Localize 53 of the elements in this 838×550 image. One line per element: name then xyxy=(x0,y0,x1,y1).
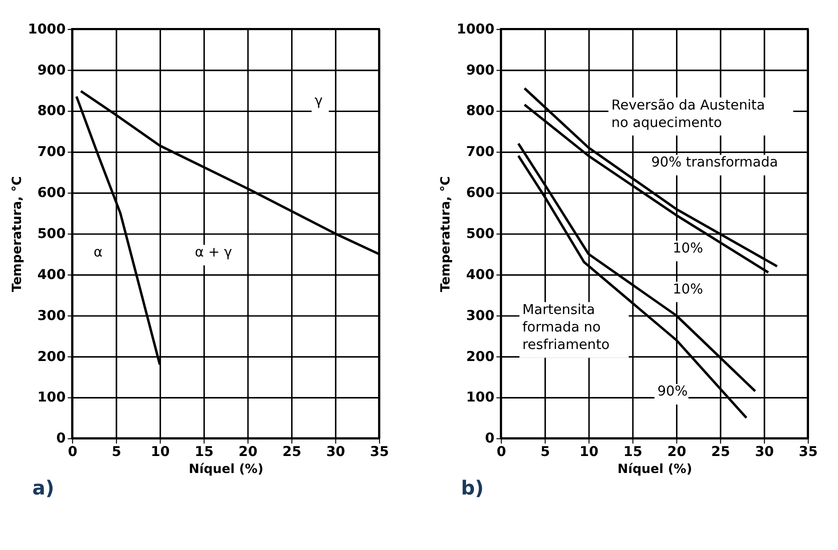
annotation: 90% transformada xyxy=(651,154,778,171)
x-axis-title: Níquel (%) xyxy=(618,460,692,476)
annotation: 10% xyxy=(672,240,704,256)
x-tick-label: 35 xyxy=(798,444,818,460)
y-tick-label: 0 xyxy=(56,430,66,447)
y-tick-label: 200 xyxy=(466,348,495,365)
y-tick-label: 900 xyxy=(466,62,495,78)
y-tick-label: 200 xyxy=(37,348,66,365)
x-tick-label: 5 xyxy=(540,444,550,460)
y-tick-label: 400 xyxy=(37,266,66,283)
y-tick-label: 100 xyxy=(466,390,495,406)
x-tick-label: 30 xyxy=(326,444,346,460)
y-tick-label: 1000 xyxy=(28,21,66,38)
x-tick-label: 35 xyxy=(370,444,390,460)
x-tick-label: 15 xyxy=(194,444,214,460)
y-tick-label: 600 xyxy=(37,185,66,202)
y-tick-label: 500 xyxy=(37,226,66,242)
x-tick-label: 15 xyxy=(623,444,642,460)
y-axis-title: Temperatura, °C xyxy=(8,176,24,292)
x-tick-label: 10 xyxy=(150,444,170,460)
y-tick-label: 700 xyxy=(466,144,495,160)
text: b) xyxy=(460,476,484,500)
x-tick-label: 0 xyxy=(68,444,78,460)
y-tick-label: 0 xyxy=(485,430,495,447)
y-tick-label: 400 xyxy=(466,266,495,283)
y-tick-label: 700 xyxy=(37,144,66,160)
y-tick-label: 800 xyxy=(466,103,495,120)
annotation: Reversão da Austenita no aquecimento xyxy=(611,97,765,131)
y-tick-label: 1000 xyxy=(456,21,495,38)
y-tick-label: 500 xyxy=(466,226,495,242)
y-tick-label: 100 xyxy=(37,390,66,406)
y-tick-label: 900 xyxy=(37,62,66,78)
x-tick-label: 30 xyxy=(754,444,774,460)
y-tick-label: 600 xyxy=(466,185,495,202)
annotation: 90% xyxy=(657,384,688,400)
text: a) xyxy=(32,476,54,500)
y-tick-label: 300 xyxy=(466,308,495,324)
x-tick-label: 25 xyxy=(282,444,302,460)
y-tick-label: 300 xyxy=(37,308,66,324)
x-tick-label: 10 xyxy=(580,444,599,460)
annotation: α + γ xyxy=(194,244,232,261)
x-tick-label: 5 xyxy=(112,444,122,460)
annotation: γ xyxy=(314,93,323,110)
x-tick-label: 20 xyxy=(238,444,258,460)
annotation: 10% xyxy=(672,281,704,298)
x-axis-title: Níquel (%) xyxy=(188,460,264,476)
annotation: α xyxy=(94,244,103,261)
y-tick-label: 800 xyxy=(37,103,66,120)
x-tick-label: 20 xyxy=(667,444,686,460)
x-tick-label: 0 xyxy=(496,444,506,460)
y-axis-title: Temperatura, °C xyxy=(438,176,453,292)
annotation: Martensita formada no resfriamento xyxy=(522,302,610,353)
x-tick-label: 25 xyxy=(711,444,730,460)
